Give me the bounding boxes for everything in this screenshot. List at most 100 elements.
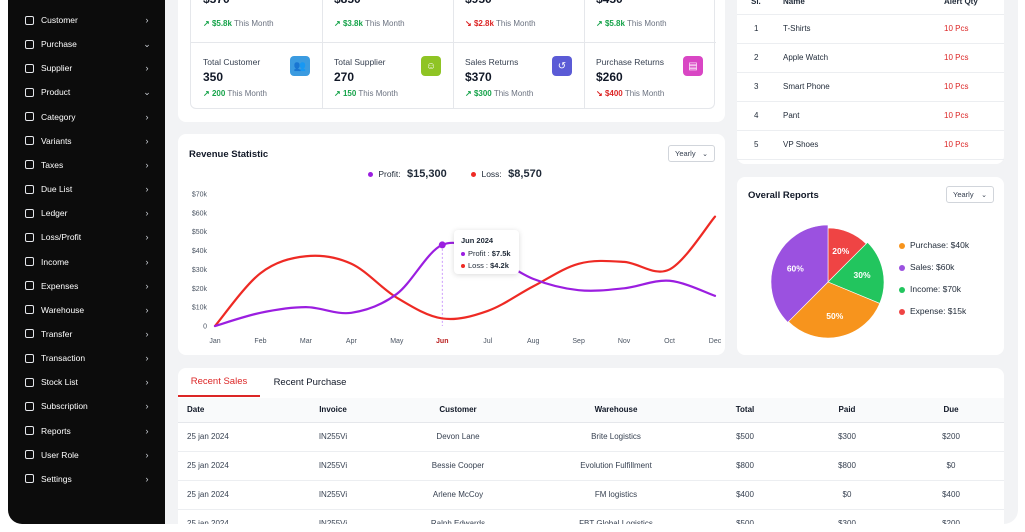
table-row[interactable]: 3 Smart Phone 10 Pcs: [737, 72, 1004, 102]
revenue-filter-select[interactable]: Yearly ⌄: [668, 145, 715, 162]
stat-period: This Month: [358, 89, 398, 98]
tab-recent-purchase[interactable]: Recent Purchase: [260, 368, 360, 397]
row-qty: 10 Pcs: [944, 101, 1004, 131]
sidebar-item-reports[interactable]: Reports ›: [8, 421, 165, 441]
stat-title: Sales Returns: [465, 57, 519, 67]
table-row[interactable]: 25 jan 2024 IN255Vi Devon Lane Brite Logist…: [178, 422, 1004, 452]
sidebar-item-ledger[interactable]: Ledger ›: [8, 203, 165, 223]
app-frame: Customer › Purchase ⌄ Supplier › Product ⌄ Categ…: [8, 0, 1018, 524]
sidebar-item-income[interactable]: Income ›: [8, 252, 165, 272]
sidebar-item-label: Stock List: [41, 377, 78, 388]
sidebar-item-stock-list[interactable]: Stock List ›: [8, 372, 165, 392]
stat-total-supplier: Total Supplier 270 ↗ 150 This Month ☺: [322, 43, 453, 109]
stat-value: $950: [465, 0, 492, 6]
table-row[interactable]: 2 Apple Watch 10 Pcs: [737, 43, 1004, 73]
table-row[interactable]: 25 jan 2024 IN255Vi Ralph Edwards FBT Globa…: [178, 509, 1004, 524]
legend-dot: [899, 242, 905, 249]
x-tick-label: Nov: [618, 338, 631, 345]
y-tick-label: $70k: [192, 192, 208, 199]
sidebar-item-label: Taxes: [41, 159, 64, 170]
sidebar-item-subscription[interactable]: Subscription ›: [8, 396, 165, 416]
taxes-icon: [25, 160, 34, 170]
row-sl: 5: [737, 130, 783, 160]
stat-value: $850: [334, 0, 361, 6]
stat-title: Total Customer: [203, 57, 261, 67]
sidebar-item-warehouse[interactable]: Warehouse ›: [8, 300, 165, 320]
sidebar-item-taxes[interactable]: Taxes ›: [8, 155, 165, 175]
legend-label: Purchase: $40k: [910, 240, 970, 250]
stat-change-value: $300: [473, 89, 492, 98]
row-name: T-Shirts: [783, 14, 944, 44]
chart-tooltip: Jun 2024 Profit : $7.5k Loss : $4.2k: [454, 230, 519, 274]
chevron-right-icon: ›: [145, 208, 149, 219]
transaction-icon: [25, 353, 34, 363]
sidebar-item-product[interactable]: Product ⌄: [8, 82, 165, 102]
col-alert-qty: Alert Qty: [944, 0, 1004, 15]
trend-down-icon: ↘: [465, 19, 472, 28]
settings-icon: [25, 474, 34, 484]
table-row[interactable]: 4 Pant 10 Pcs: [737, 101, 1004, 131]
stat-change: ↗ $5.8k This Month: [203, 19, 274, 28]
stat-period: This Month: [227, 89, 267, 98]
stat-change-value: $3.8k: [342, 19, 363, 28]
tab-recent-sales-label: Recent Sales: [190, 376, 248, 387]
stat-value: $450: [596, 0, 623, 6]
pie-slice-label: 30%: [854, 270, 871, 280]
expenses-icon: [25, 281, 34, 291]
table-row[interactable]: 5 VP Shoes 10 Pcs: [737, 130, 1004, 160]
stat-total-customer: Total Customer 350 ↗ 200 This Month 👥: [191, 43, 322, 109]
y-tick-label: $20k: [192, 286, 208, 293]
cell-date: 25 jan 2024: [178, 509, 288, 524]
stat-period: This Month: [365, 19, 405, 28]
cell-due: $200: [898, 422, 1004, 452]
recent-sales-card: Recent Sales Recent Purchase Date Invoic…: [178, 368, 1004, 524]
stat-top-4: $450 ↗ $5.8k This Month: [584, 0, 715, 42]
sidebar-item-label: Variants: [41, 135, 72, 146]
overall-reports-card: Overall Reports Yearly ⌄ 20% 30% 50% 60% Pu…: [737, 177, 1004, 355]
sidebar-item-expenses[interactable]: Expenses ›: [8, 276, 165, 296]
reports-filter-select[interactable]: Yearly ⌄: [946, 186, 994, 203]
table-row[interactable]: 25 jan 2024 IN255Vi Bessie Cooper Evolution…: [178, 451, 1004, 481]
chevron-right-icon: ›: [145, 232, 149, 243]
stat-change-value: $5.8k: [604, 19, 625, 28]
table-row[interactable]: 1 T-Shirts 10 Pcs: [737, 14, 1004, 44]
profit-label: Profit:: [378, 169, 401, 179]
sidebar-item-variants[interactable]: Variants ›: [8, 131, 165, 151]
table-row[interactable]: 25 jan 2024 IN255Vi Arlene McCoy FM logisti…: [178, 480, 1004, 510]
chevron-down-icon: ⌄: [143, 38, 151, 49]
sidebar: Customer › Purchase ⌄ Supplier › Product ⌄ Categ…: [8, 0, 165, 524]
sidebar-item-loss-profit[interactable]: Loss/Profit ›: [8, 227, 165, 247]
row-sl: 1: [737, 14, 783, 44]
chevron-right-icon: ›: [145, 280, 149, 291]
x-tick-label: Jul: [483, 338, 492, 345]
revenue-card: Revenue Statistic Yearly ⌄ Profit: $15,3…: [178, 134, 725, 355]
sidebar-item-supplier[interactable]: Supplier ›: [8, 58, 165, 78]
tab-recent-sales[interactable]: Recent Sales: [178, 368, 260, 397]
due-list-icon: [25, 184, 34, 194]
sidebar-item-purchase[interactable]: Purchase ⌄: [8, 34, 165, 54]
stock-alert-card: Sl. Name Alert Qty 1 T-Shirts 10 Pcs 2 Apple…: [737, 0, 1004, 164]
tooltip-profit-value: $7.5k: [491, 249, 511, 258]
stat-change: ↗ $3.8k This Month: [334, 19, 405, 28]
stat-change: ↗ 200 This Month: [203, 89, 267, 98]
stat-change: ↘ $2.8k This Month: [465, 19, 536, 28]
sidebar-item-transfer[interactable]: Transfer ›: [8, 324, 165, 344]
sidebar-item-due-list[interactable]: Due List ›: [8, 179, 165, 199]
col-date: Date: [178, 398, 288, 423]
chevron-right-icon: ›: [145, 377, 149, 388]
revenue-summary: Profit: $15,300 Loss: $8,570: [368, 168, 542, 180]
legend-dot: [899, 286, 905, 293]
sidebar-item-settings[interactable]: Settings ›: [8, 469, 165, 489]
stat-period: This Month: [493, 89, 534, 98]
pie-slice-sales: [770, 224, 829, 323]
sidebar-item-customer[interactable]: Customer ›: [8, 10, 165, 30]
overall-reports-pie: 20% 30% 50% 60%: [770, 224, 885, 339]
sidebar-item-label: Transaction: [41, 353, 86, 364]
sidebar-item-user-role[interactable]: User Role ›: [8, 445, 165, 465]
cell-customer: Devon Lane: [378, 422, 538, 452]
cell-warehouse: Evolution Fulfillment: [538, 451, 694, 481]
supplier-icon: ☺: [421, 56, 441, 76]
chevron-right-icon: ›: [145, 159, 149, 170]
sidebar-item-transaction[interactable]: Transaction ›: [8, 348, 165, 368]
sidebar-item-category[interactable]: Category ›: [8, 107, 165, 127]
